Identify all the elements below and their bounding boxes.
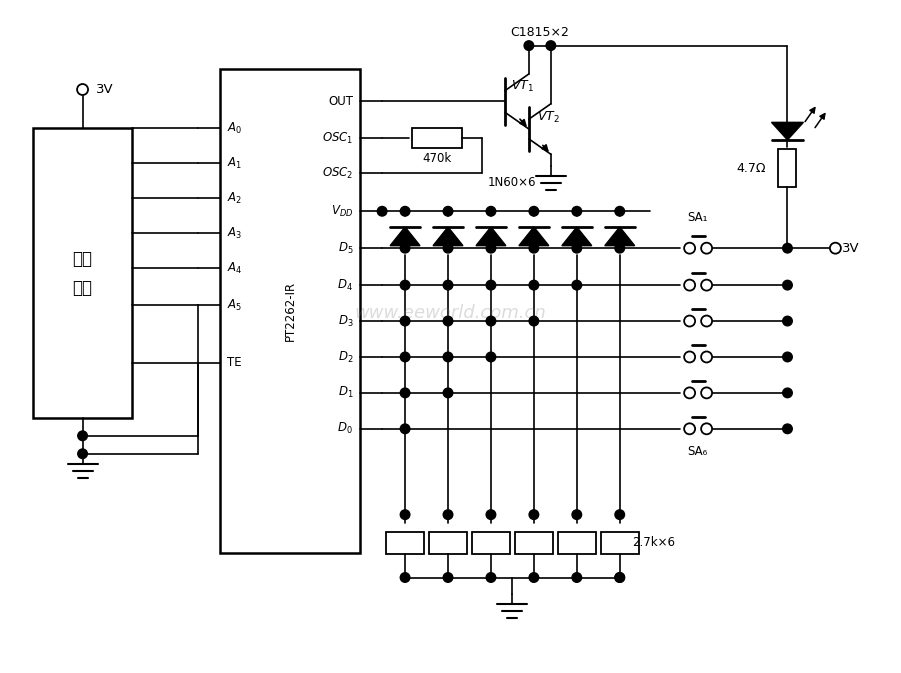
Text: PT2262-IR: PT2262-IR — [284, 281, 296, 341]
Bar — [221, 69, 360, 553]
Circle shape — [572, 244, 582, 253]
Text: SA₆: SA₆ — [687, 445, 708, 458]
Circle shape — [529, 207, 539, 216]
Circle shape — [400, 352, 410, 362]
Circle shape — [400, 573, 410, 582]
Circle shape — [783, 388, 792, 398]
Text: $A_4$: $A_4$ — [227, 260, 242, 276]
Circle shape — [487, 281, 496, 290]
Text: 3V: 3V — [842, 242, 860, 254]
Circle shape — [783, 244, 792, 253]
Circle shape — [400, 244, 410, 253]
Circle shape — [487, 316, 496, 326]
Circle shape — [524, 41, 533, 50]
Bar — [387, 532, 424, 554]
Circle shape — [529, 510, 539, 520]
Bar — [412, 129, 462, 148]
Circle shape — [783, 281, 792, 290]
Circle shape — [487, 244, 496, 253]
Bar — [601, 532, 639, 554]
Bar — [32, 129, 132, 418]
Text: $A_0$: $A_0$ — [227, 121, 242, 136]
Polygon shape — [519, 227, 549, 246]
Text: $OSC_2$: $OSC_2$ — [322, 166, 353, 181]
Circle shape — [529, 573, 539, 582]
Polygon shape — [433, 227, 463, 246]
Text: 1N60×6: 1N60×6 — [488, 176, 537, 189]
Text: www.eeworld.com.cn: www.eeworld.com.cn — [354, 304, 546, 322]
Circle shape — [783, 352, 792, 362]
Polygon shape — [390, 227, 420, 246]
Circle shape — [529, 316, 539, 326]
Circle shape — [443, 388, 453, 398]
Polygon shape — [476, 227, 506, 246]
Circle shape — [572, 510, 582, 520]
Circle shape — [572, 207, 582, 216]
Text: $D_4$: $D_4$ — [337, 277, 353, 293]
Text: $OSC_1$: $OSC_1$ — [322, 131, 353, 146]
Text: $A_1$: $A_1$ — [227, 156, 242, 171]
Circle shape — [400, 388, 410, 398]
Circle shape — [400, 316, 410, 326]
Text: 2.7k×6: 2.7k×6 — [632, 536, 675, 549]
Polygon shape — [605, 227, 634, 246]
Circle shape — [783, 424, 792, 433]
Circle shape — [615, 244, 624, 253]
Text: 3V: 3V — [96, 83, 114, 96]
Text: C1815×2: C1815×2 — [511, 26, 569, 38]
Text: $D_0$: $D_0$ — [338, 421, 353, 436]
Bar — [514, 532, 553, 554]
Circle shape — [572, 573, 582, 582]
Text: $D_1$: $D_1$ — [338, 386, 353, 400]
Text: $A_3$: $A_3$ — [227, 225, 242, 241]
Circle shape — [400, 281, 410, 290]
Polygon shape — [771, 122, 804, 140]
Text: $VT_1$: $VT_1$ — [511, 78, 533, 94]
Circle shape — [400, 207, 410, 216]
Text: $D_2$: $D_2$ — [338, 349, 353, 365]
Bar — [429, 532, 467, 554]
Text: SA₁: SA₁ — [687, 211, 708, 224]
Text: TE: TE — [227, 357, 242, 369]
Bar — [558, 532, 596, 554]
Bar — [778, 149, 796, 187]
Circle shape — [443, 244, 453, 253]
Circle shape — [615, 573, 624, 582]
Circle shape — [615, 510, 624, 520]
Text: $A_5$: $A_5$ — [227, 297, 242, 313]
Circle shape — [529, 244, 539, 253]
Circle shape — [400, 424, 410, 433]
Circle shape — [77, 431, 87, 441]
Circle shape — [443, 281, 453, 290]
Circle shape — [783, 316, 792, 326]
Circle shape — [443, 207, 453, 216]
Text: $VT_2$: $VT_2$ — [537, 110, 560, 125]
Circle shape — [615, 573, 624, 582]
Circle shape — [546, 41, 556, 50]
Text: $V_{DD}$: $V_{DD}$ — [331, 204, 353, 219]
Circle shape — [615, 207, 624, 216]
Text: $D_3$: $D_3$ — [338, 314, 353, 328]
Circle shape — [443, 573, 453, 582]
Circle shape — [378, 207, 387, 216]
Circle shape — [487, 510, 496, 520]
Bar — [472, 532, 510, 554]
Circle shape — [443, 510, 453, 520]
Polygon shape — [562, 227, 592, 246]
Text: 4.7Ω: 4.7Ω — [736, 162, 766, 175]
Circle shape — [487, 573, 496, 582]
Circle shape — [400, 510, 410, 520]
Text: $D_5$: $D_5$ — [338, 241, 353, 256]
Circle shape — [487, 352, 496, 362]
Circle shape — [487, 207, 496, 216]
Text: OUT: OUT — [328, 95, 353, 108]
Circle shape — [529, 281, 539, 290]
Text: $A_2$: $A_2$ — [227, 190, 242, 206]
Circle shape — [77, 449, 87, 458]
Circle shape — [572, 281, 582, 290]
Circle shape — [443, 316, 453, 326]
Circle shape — [443, 352, 453, 362]
Text: 470k: 470k — [423, 152, 451, 166]
Text: 编码
开关: 编码 开关 — [73, 250, 93, 297]
